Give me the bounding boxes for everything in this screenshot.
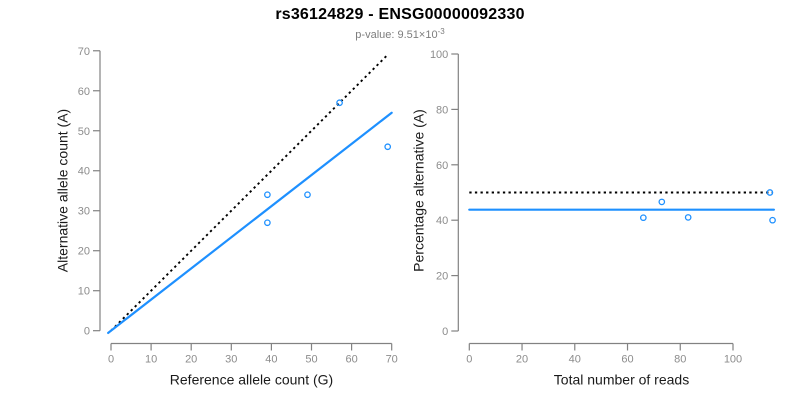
y-tick-label: 60 bbox=[436, 160, 448, 172]
y-tick-label: 40 bbox=[78, 166, 90, 178]
data-point bbox=[769, 216, 776, 224]
y-tick-label: 50 bbox=[78, 126, 90, 138]
identity-line bbox=[110, 54, 389, 332]
plot-header: rs36124829 - ENSG00000092330 p-value: 9.… bbox=[0, 6, 800, 41]
x-tick-label: 0 bbox=[108, 354, 114, 366]
y-tick-label: 30 bbox=[78, 206, 90, 218]
x-tick-label: 100 bbox=[724, 354, 742, 366]
x-axis-title: Reference allele count (G) bbox=[170, 372, 333, 388]
x-axis-title: Total number of reads bbox=[554, 372, 689, 388]
x-tick-label: 60 bbox=[621, 354, 633, 366]
data-point bbox=[639, 214, 647, 222]
y-tick-label: 70 bbox=[78, 46, 90, 58]
y-axis-title: Alternative allele count (A) bbox=[55, 109, 71, 272]
y-tick-label: 40 bbox=[436, 215, 448, 227]
x-tick-label: 60 bbox=[345, 354, 357, 366]
data-point bbox=[304, 191, 311, 199]
x-tick-label: 10 bbox=[145, 354, 157, 366]
right-scatter-panel: 0 20 40 60 80 100 0 20 40 60 80 100 Total number of … bbox=[411, 49, 776, 388]
fit-line bbox=[107, 111, 393, 334]
data-point bbox=[658, 198, 666, 206]
pvalue-text: p-value: 9.51×10 bbox=[355, 29, 438, 41]
plot-title: rs36124829 - ENSG00000092330 bbox=[275, 6, 525, 23]
x-axis: 0 10 20 30 40 50 60 70 bbox=[108, 342, 398, 366]
x-tick-label: 0 bbox=[466, 354, 472, 366]
x-tick-label: 20 bbox=[185, 354, 197, 366]
y-tick-label: 0 bbox=[84, 326, 90, 338]
plot-subtitle: p-value: 9.51×10-3 bbox=[0, 27, 800, 41]
pvalue-exponent: -3 bbox=[437, 27, 445, 36]
y-tick-label: 20 bbox=[436, 271, 448, 283]
data-point bbox=[684, 214, 692, 221]
y-tick-label: 0 bbox=[442, 326, 448, 338]
y-tick-label: 20 bbox=[78, 246, 90, 258]
x-tick-label: 50 bbox=[305, 354, 317, 366]
data-point bbox=[384, 143, 392, 151]
y-tick-label: 80 bbox=[436, 104, 448, 116]
x-tick-label: 70 bbox=[386, 354, 398, 366]
left-scatter-panel: 0 10 20 30 40 50 60 70 0 10 20 30 40 50 60 70 Reference … bbox=[55, 46, 398, 388]
x-axis: 0 20 40 60 80 100 bbox=[466, 342, 742, 366]
y-tick-label: 100 bbox=[430, 49, 448, 61]
y-tick-label: 60 bbox=[78, 86, 90, 98]
x-tick-label: 80 bbox=[674, 354, 686, 366]
y-axis-title: Percentage alternative (A) bbox=[411, 109, 427, 272]
data-point bbox=[264, 191, 271, 199]
data-point bbox=[264, 219, 271, 227]
y-axis: 0 10 20 30 40 50 60 70 bbox=[78, 46, 101, 338]
x-tick-label: 40 bbox=[265, 354, 277, 366]
x-tick-label: 30 bbox=[225, 354, 237, 366]
data-point bbox=[766, 189, 774, 196]
x-tick-label: 20 bbox=[516, 354, 528, 366]
x-tick-label: 40 bbox=[569, 354, 581, 366]
y-tick-label: 10 bbox=[78, 286, 90, 298]
y-axis: 0 20 40 60 80 100 bbox=[430, 49, 459, 338]
data-point bbox=[336, 99, 343, 107]
